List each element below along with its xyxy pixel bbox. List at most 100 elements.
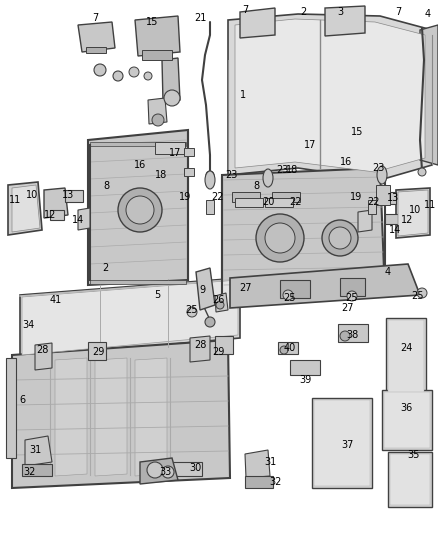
Polygon shape [240,8,275,38]
Bar [382,390,432,450]
Bar [232,192,260,202]
Polygon shape [12,340,230,488]
Bar [50,210,64,220]
Polygon shape [95,358,127,476]
Circle shape [322,220,358,256]
Bar [385,214,399,224]
Bar [184,148,194,156]
Bar [368,200,376,214]
Text: 9: 9 [199,285,205,295]
Text: 15: 15 [146,17,158,27]
Circle shape [162,466,174,478]
Circle shape [129,67,139,77]
Text: 5: 5 [154,290,160,300]
Ellipse shape [377,166,387,184]
Polygon shape [230,264,420,308]
Text: 12: 12 [44,210,56,220]
Circle shape [329,227,351,249]
Text: 35: 35 [408,450,420,460]
Polygon shape [358,210,372,232]
Text: 11: 11 [424,200,436,210]
Text: 10: 10 [26,190,38,200]
Text: 36: 36 [400,403,412,413]
Text: 25: 25 [186,305,198,315]
Text: 29: 29 [92,347,104,357]
Text: 23: 23 [276,165,288,175]
Polygon shape [20,278,240,358]
Text: 14: 14 [72,215,84,225]
Text: 12: 12 [401,215,413,225]
Bar [245,476,273,488]
Polygon shape [44,188,68,218]
Text: 40: 40 [284,343,296,353]
Bar [338,324,368,342]
Polygon shape [420,25,438,165]
Text: 3: 3 [337,7,343,17]
Text: 7: 7 [92,13,98,23]
Polygon shape [396,188,430,238]
Text: 28: 28 [36,345,48,355]
Bar [272,192,300,202]
Polygon shape [135,358,167,476]
Text: 21: 21 [194,13,206,23]
Polygon shape [25,436,52,466]
Text: 15: 15 [351,127,363,137]
Text: 32: 32 [24,467,36,477]
Bar [312,398,372,488]
Text: 41: 41 [50,295,62,305]
Bar [376,185,390,205]
Circle shape [280,346,288,354]
Text: 7: 7 [395,7,401,17]
Text: 4: 4 [385,267,391,277]
Text: 4: 4 [425,9,431,19]
Bar [22,464,52,476]
Bar [65,190,83,202]
Text: 27: 27 [239,283,251,293]
Text: 22: 22 [367,197,379,207]
Bar [314,400,370,486]
Circle shape [265,223,295,253]
Polygon shape [8,182,42,235]
Text: 14: 14 [389,225,401,235]
Polygon shape [245,450,270,478]
Text: 13: 13 [387,193,399,203]
Text: 19: 19 [350,192,362,202]
Text: 18: 18 [155,170,167,180]
Circle shape [347,291,357,301]
Bar [88,342,106,360]
Text: 22: 22 [212,192,224,202]
Polygon shape [78,208,90,230]
Polygon shape [398,190,428,236]
Text: 32: 32 [269,477,281,487]
Bar [386,318,426,408]
Circle shape [147,462,163,478]
Text: 28: 28 [194,340,206,350]
Text: 19: 19 [179,192,191,202]
Polygon shape [325,6,365,36]
Bar [142,50,172,60]
Bar [290,360,320,375]
Text: 22: 22 [290,197,302,207]
Bar [265,198,293,207]
Circle shape [206,171,214,179]
Text: 39: 39 [299,375,311,385]
Circle shape [144,72,152,80]
Polygon shape [215,293,228,312]
Bar [390,454,430,505]
Text: 17: 17 [169,148,181,158]
Bar [388,320,424,406]
Text: 33: 33 [159,467,171,477]
Polygon shape [228,14,432,180]
Text: 8: 8 [253,181,259,191]
Polygon shape [235,19,425,172]
Text: 16: 16 [134,160,146,170]
Text: 30: 30 [189,463,201,473]
Text: 25: 25 [412,291,424,301]
Text: 17: 17 [304,140,316,150]
Bar [280,280,310,298]
Circle shape [417,288,427,298]
Text: 6: 6 [19,395,25,405]
Bar [378,192,396,204]
Text: 26: 26 [212,295,224,305]
Bar [6,358,16,458]
